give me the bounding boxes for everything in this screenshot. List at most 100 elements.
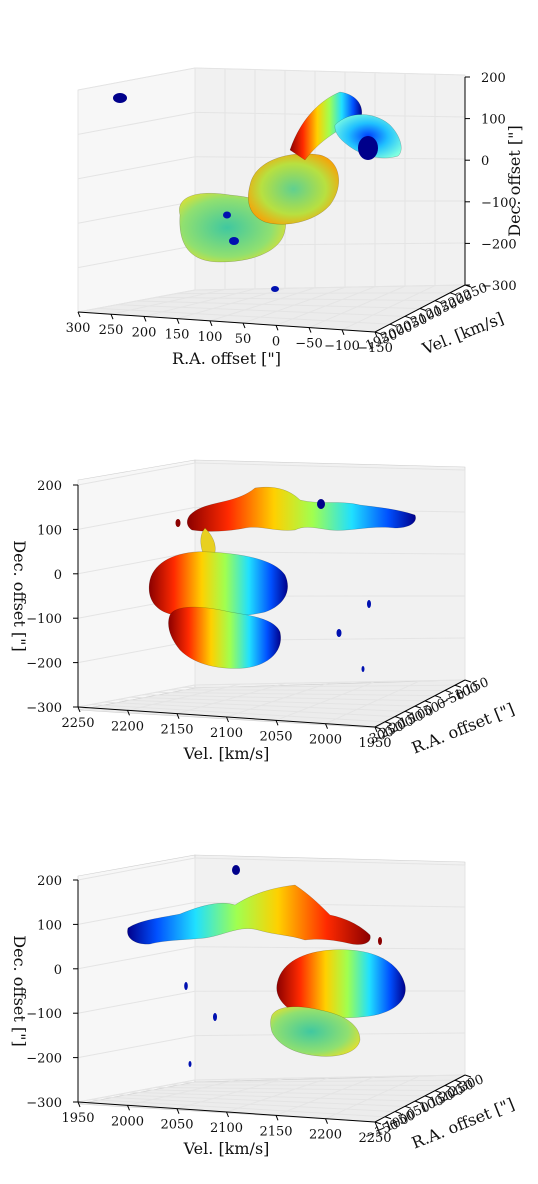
z-gridline (77, 640, 196, 664)
z-gridline (77, 156, 196, 180)
y-gridline (129, 1091, 416, 1102)
x-tick-mark (275, 720, 279, 726)
z-gridline (194, 857, 466, 866)
y-tick-mark (414, 705, 422, 709)
z-gridline (194, 462, 466, 471)
y-gridline (155, 691, 436, 697)
z-gridline (194, 551, 466, 555)
z-tick-label: −200 (481, 237, 517, 252)
y-gridline (155, 1086, 436, 1092)
panel-2-isosurface (148, 487, 416, 672)
z-tick-label: −100 (26, 1007, 62, 1022)
x-tick-label: 250 (99, 323, 124, 338)
x-tick-mark (374, 331, 378, 338)
panel-1-grid (77, 67, 466, 333)
z-tick-label: 200 (37, 479, 62, 494)
x-gridline (325, 1075, 421, 1120)
y-tick-label: 50 (411, 1100, 432, 1120)
y-gridline (181, 684, 456, 688)
panel-1-blob-a (113, 93, 127, 103)
y-tick-mark (394, 1111, 402, 1115)
y-tick-mark (374, 1121, 382, 1125)
y-axis-line (374, 679, 466, 728)
y-tick-mark (404, 710, 412, 714)
x-gridline (226, 1077, 331, 1113)
y-tick-mark (454, 684, 462, 688)
x-tick-label: 0 (272, 334, 280, 349)
z-gridline (77, 551, 196, 575)
y-tick-mark (389, 323, 397, 327)
z-tick-label: 200 (481, 71, 506, 86)
z-gridline (77, 111, 196, 135)
y-tick-mark (419, 308, 427, 311)
y-gridline (181, 1079, 456, 1083)
panel-3-upper-arm (127, 884, 371, 945)
x-tick-mark (176, 318, 180, 324)
x-tick-mark (308, 327, 312, 333)
x-tick-label: 2050 (160, 1118, 193, 1133)
x-tick-label: 2150 (259, 1124, 292, 1139)
x-tick-mark (77, 311, 81, 318)
y-gridline (142, 1089, 426, 1097)
panel-1-blob-d (229, 237, 239, 245)
z-gridline (77, 946, 196, 970)
z-gridline (77, 462, 196, 486)
z-tick-label: −100 (481, 196, 517, 211)
z-gridline (77, 67, 196, 91)
y-tick-label: 50 (421, 700, 442, 720)
y-gridline (168, 1084, 446, 1086)
z-gridline (77, 506, 196, 530)
x-tick-label: 2100 (210, 726, 243, 741)
y-gridline (103, 701, 396, 718)
panel-3-blob-c (184, 982, 188, 990)
z-gridline (194, 946, 466, 950)
panel-3-lower-lobe (270, 1006, 361, 1057)
panel-2-lower-lobe (168, 606, 281, 669)
x-tick-mark (77, 1101, 81, 1108)
panel-1-blob-c (223, 211, 231, 219)
x-tick-label: 2200 (309, 1128, 342, 1143)
x-tick-mark (176, 713, 180, 719)
x-gridline (226, 682, 331, 718)
x-tick-mark (341, 329, 345, 335)
panel-3-blob-b (378, 937, 382, 945)
y-gridline (116, 1094, 406, 1107)
y-gridline (90, 1099, 386, 1118)
panel-1-isosurface (113, 91, 402, 292)
x-tick-mark (242, 322, 246, 329)
y-tick-mark (384, 1116, 392, 1120)
y-tick-mark (414, 1100, 422, 1104)
y-tick-mark (424, 700, 432, 704)
x-tick-label: −50 (295, 337, 322, 352)
panel-2-blob-b (317, 499, 325, 509)
panel-2-blob-e (361, 666, 365, 672)
y-tick-mark (434, 300, 442, 304)
x-tick-label: 100 (198, 330, 223, 345)
y-axis-line (374, 1074, 466, 1123)
y-tick-mark (434, 1090, 442, 1094)
z-gridline (194, 1074, 466, 1081)
z-axis-label: Dec. offset ["] (505, 125, 524, 236)
panel-2-grid (77, 462, 466, 728)
z-tick-label: 0 (54, 963, 62, 978)
y-tick-mark (374, 331, 382, 335)
x-gridline (176, 1077, 286, 1110)
z-tick-label: −300 (26, 1096, 62, 1111)
x-tick-mark (226, 716, 229, 723)
z-axis-label: Dec. offset ["] (10, 935, 29, 1046)
x-tick-mark (127, 710, 130, 716)
y-tick-mark (464, 1074, 472, 1078)
x-gridline (325, 680, 421, 725)
x-tick-mark (275, 325, 279, 331)
x-tick-mark (176, 1108, 180, 1114)
panel-1-blob-b (358, 136, 378, 160)
panel-3-blob-a (232, 865, 240, 875)
panel-1-blob-e (271, 286, 279, 292)
x-tick-mark (374, 726, 378, 733)
panel-3-blob-e (188, 1061, 192, 1067)
z-tick-label: 200 (37, 874, 62, 889)
y-gridline (129, 696, 416, 707)
